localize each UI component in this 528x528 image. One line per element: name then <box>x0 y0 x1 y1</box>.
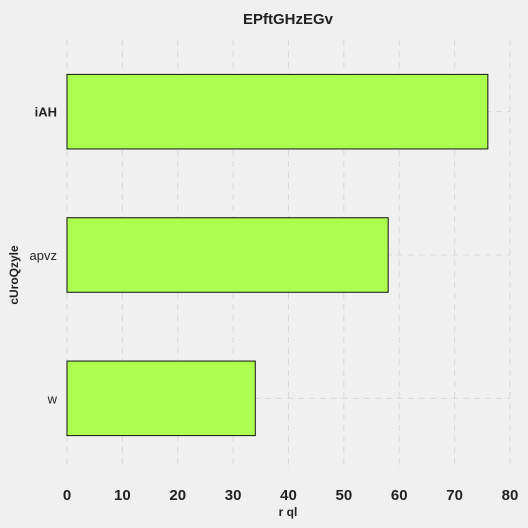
x-tick-label: 20 <box>169 487 186 504</box>
y-tick-label: iAH <box>35 105 57 120</box>
x-tick-label: 30 <box>225 487 242 504</box>
y-axis-label: cUroQzyle <box>7 245 21 305</box>
x-tick-label: 0 <box>63 487 71 504</box>
x-tick-label: 60 <box>391 487 408 504</box>
bars <box>66 73 489 437</box>
y-tick-label: apvz <box>30 248 57 263</box>
x-tick-label: 80 <box>502 487 519 504</box>
bar-iAH <box>66 73 489 150</box>
x-tick-label: 50 <box>336 487 353 504</box>
y-ticks: iAH apvz w <box>30 105 58 407</box>
y-tick-label: w <box>47 391 58 406</box>
chart-title: EPftGHzEGv <box>243 11 334 28</box>
x-axis-label: r ql <box>279 505 298 519</box>
x-ticks: 0 10 20 30 40 50 60 70 80 <box>63 487 519 504</box>
x-tick-label: 40 <box>280 487 297 504</box>
bar-w <box>66 360 256 437</box>
x-tick-label: 70 <box>446 487 463 504</box>
x-tick-label: 10 <box>114 487 131 504</box>
bar-apvz <box>66 217 389 293</box>
